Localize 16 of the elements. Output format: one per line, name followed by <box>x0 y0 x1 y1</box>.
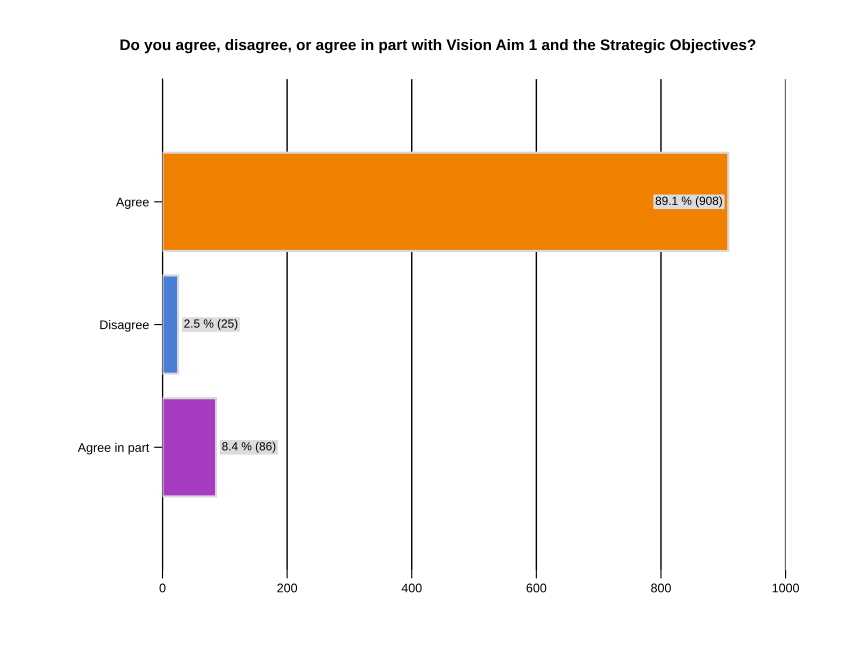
x-tick-label: 400 <box>402 584 422 592</box>
y-tick-label: Agree <box>116 198 149 209</box>
x-tick-label: 800 <box>651 584 671 592</box>
x-tick-label: 1000 <box>772 584 799 592</box>
y-tick-label: Agree in part <box>78 442 150 454</box>
chart-title: Do you agree, disagree, or agree in part with Vision Aim 1 and the Strategic Objectives? <box>120 38 756 54</box>
bar <box>162 397 218 498</box>
y-tick-label: Disagree <box>100 320 149 332</box>
bar <box>162 274 180 375</box>
x-tick-label: 0 <box>160 584 166 592</box>
x-tick-label: 600 <box>526 584 546 592</box>
data-label: 89.1 % (908) <box>656 196 722 208</box>
x-tick-label: 200 <box>277 584 298 592</box>
bar <box>162 152 730 252</box>
data-label: 2.5 % (25) <box>184 319 238 330</box>
data-label: 8.4 % (86) <box>222 442 276 453</box>
